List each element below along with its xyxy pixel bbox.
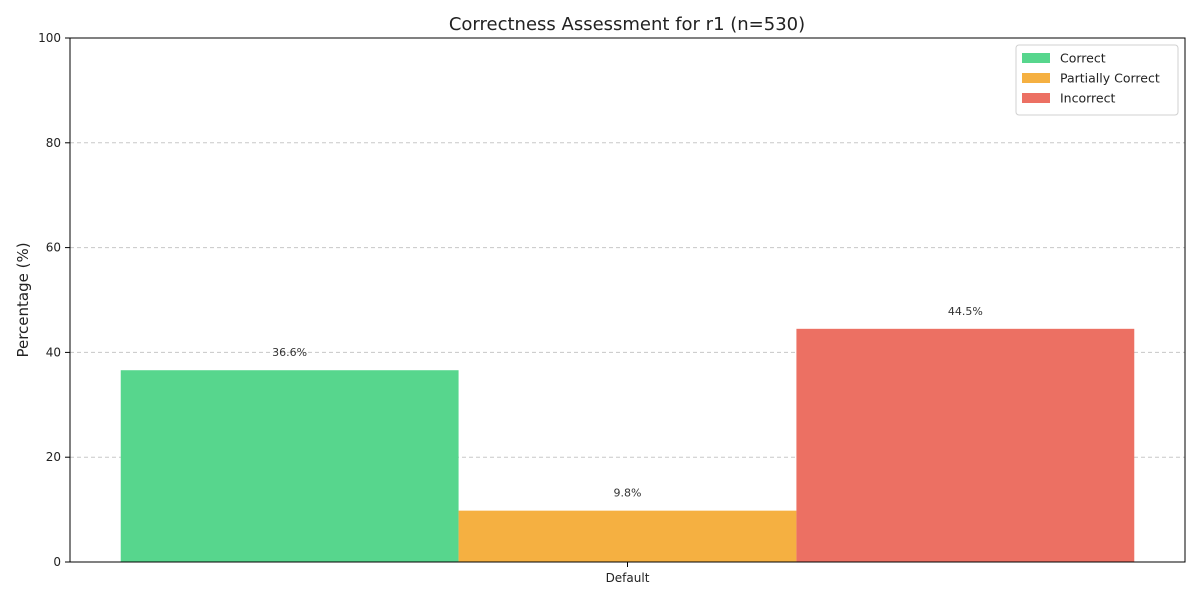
bar-partially-correct	[458, 510, 797, 562]
y-tick-label: 40	[46, 345, 61, 359]
y-axis-label: Percentage (%)	[14, 242, 32, 357]
bar-correct	[120, 370, 459, 562]
chart-title: Correctness Assessment for r1 (n=530)	[449, 14, 805, 35]
y-tick-label: 80	[46, 136, 61, 150]
x-tick-label: Default	[606, 571, 650, 585]
legend-swatch-correct	[1022, 53, 1050, 63]
bar-incorrect	[796, 328, 1135, 562]
legend: Correct Partially Correct Incorrect	[1015, 44, 1179, 116]
y-tick-label: 0	[53, 555, 61, 569]
y-tick-label: 100	[38, 31, 61, 45]
legend-swatch-incorrect	[1022, 93, 1050, 103]
y-axis-ticks: 0 20 40 60 80 100	[38, 31, 70, 569]
data-label-partially-correct: 9.8%	[614, 487, 642, 500]
data-label-incorrect: 44.5%	[948, 305, 983, 318]
y-tick-label: 60	[46, 241, 61, 255]
legend-box	[1015, 44, 1179, 116]
legend-label-partially-correct: Partially Correct	[1060, 71, 1160, 86]
data-labels: 36.6% 9.8% 44.5%	[272, 305, 983, 500]
x-axis-ticks: Default	[606, 562, 650, 585]
legend-label-incorrect: Incorrect	[1060, 91, 1115, 106]
y-tick-label: 20	[46, 450, 61, 464]
legend-swatch-partially-correct	[1022, 73, 1050, 83]
legend-label-correct: Correct	[1060, 51, 1106, 66]
bars	[120, 328, 1135, 562]
data-label-correct: 36.6%	[272, 346, 307, 359]
